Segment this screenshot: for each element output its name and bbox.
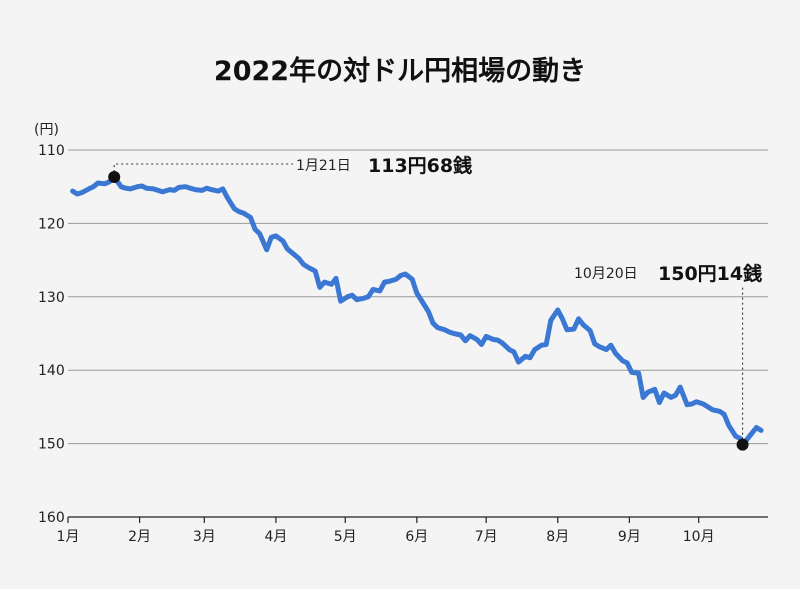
x-tick-label: 5月 [334,529,357,545]
annotation-date-label: 10月20日 [574,266,638,282]
x-tick-label: 2月 [128,529,151,545]
annotation-value-label: 113円68銭 [368,154,472,177]
y-tick-label: 160 [38,510,65,526]
y-tick-label: 120 [38,216,65,232]
y-tick-label: 140 [38,363,65,379]
x-tick-label: 1月 [57,529,80,545]
x-tick-labels: 1月 2月 3月 4月 5月 6月 7月 8月 9月 10月 [57,529,715,545]
x-tick-label: 8月 [546,529,569,545]
annotation-date-label: 1月21日 [296,158,351,174]
plot-area [70,174,764,448]
x-tick-label: 7月 [475,529,498,545]
annotation-leader [113,163,293,178]
y-axis-unit: (円) [34,122,59,138]
y-tick-label: 130 [38,290,65,306]
y-tick-labels: 110 120 130 140 150 160 [38,143,65,526]
high-point-marker [108,171,121,184]
annotation-value-label: 150円14銭 [658,262,762,285]
series-line [70,174,764,448]
y-tick-label: 110 [38,143,65,159]
x-tick-label: 4月 [264,529,287,545]
chart-title: 2022年の対ドル円相場の動き [214,55,586,87]
x-tick-label: 9月 [618,529,641,545]
x-tick-label: 3月 [193,529,216,545]
gridlines [67,149,768,523]
annotations: 1月21日 113円68銭 10月20日 150円14銭 [108,154,762,451]
x-tick-label: 10月 [683,529,715,545]
y-tick-label: 150 [38,437,65,453]
low-point-marker [736,438,749,451]
x-tick-label: 6月 [405,529,428,545]
